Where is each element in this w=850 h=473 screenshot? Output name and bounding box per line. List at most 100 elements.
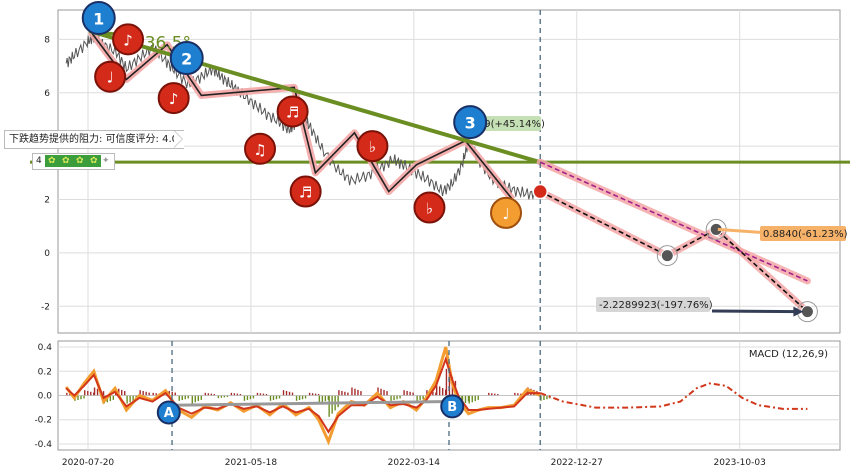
macd-y-tick: 0.2 (38, 367, 52, 377)
macd-histogram-bar (546, 395, 548, 400)
macd-histogram-bar (520, 393, 522, 396)
macd-histogram-bar (445, 368, 448, 396)
macd-histogram-bar (121, 389, 123, 396)
pattern-marker (112, 23, 145, 56)
macd-histogram-bar (448, 372, 451, 396)
pattern-marker (453, 105, 488, 140)
macd-y-tick: -0.2 (34, 416, 52, 426)
star-filled-icon: ✿ (72, 155, 87, 167)
pattern-marker-label: ♬ (286, 103, 299, 121)
macd-histogram-bar (403, 390, 405, 396)
macd-histogram-bar (178, 395, 180, 401)
macd-histogram-bar (171, 391, 173, 396)
projection-upper-line (539, 161, 808, 282)
macd-histogram-bar (272, 395, 275, 401)
pattern-marker (81, 1, 116, 36)
macd-histogram-bar (96, 388, 99, 396)
macd-histogram-bar (308, 392, 311, 396)
macd-histogram-bar (269, 395, 272, 401)
macd-histogram-bar (295, 395, 298, 401)
macd-histogram-bar (432, 391, 434, 396)
macd-histogram-bar (187, 395, 189, 399)
macd-histogram-bar (304, 395, 307, 399)
pattern-zigzag-line (89, 30, 514, 201)
confidence-score-value: 4 (36, 156, 42, 166)
pattern-marker (356, 130, 389, 163)
macd-histogram-bar (265, 394, 268, 396)
macd-histogram-bar (461, 395, 464, 405)
macd-histogram-bar (314, 393, 317, 396)
macd-histogram-bar (174, 392, 176, 396)
macd-histogram-bar (393, 395, 395, 401)
low-target-arrow-head (793, 306, 804, 317)
macd-y-tick: 0.0 (38, 392, 53, 402)
macd-y-tick: 0.4 (38, 343, 53, 353)
macd-histogram-bar (377, 387, 379, 396)
macd-histogram-bar (291, 392, 294, 396)
pattern-marker-label: 1 (93, 10, 104, 29)
pattern-marker-label: ♭ (426, 200, 433, 218)
macd-histogram-bar (390, 395, 392, 401)
macd-histogram-bar (464, 395, 467, 403)
macd-histogram-bar (471, 395, 473, 403)
star-filled-icon: ✿ (44, 155, 59, 167)
macd-histogram-bar (220, 395, 223, 398)
macd-histogram-bar (318, 395, 321, 404)
macd-histogram-bar (357, 389, 359, 396)
macd-histogram-bar (288, 391, 291, 396)
macd-histogram-bar (468, 395, 470, 404)
macd-panel: -0.4 -0.2 0.0 0.2 0.4 A B MACD (12,26,9) (34, 340, 841, 451)
macd-histogram-bar (213, 394, 216, 396)
macd-histogram-bar (527, 387, 529, 396)
macd-histogram-bar (311, 393, 314, 396)
macd-histogram-bar (259, 393, 262, 396)
macd-histogram-bar (217, 395, 220, 399)
macd-histogram-bar (181, 395, 183, 401)
macd-histogram-bar (406, 390, 408, 396)
projection-start-point (532, 183, 548, 200)
macd-histogram-bar (317, 394, 320, 396)
macd-histogram-bar (344, 391, 346, 396)
resistance-callout-text: 下跌趋势提供的阻力: 可信度评分: 4.0 (9, 134, 178, 145)
macd-y-tick: -0.4 (34, 440, 52, 450)
macd-histogram-bar (540, 395, 542, 401)
macd-histogram-bar (282, 390, 285, 396)
macd-histogram-bar (380, 388, 382, 396)
macd-histogram-bar (132, 395, 134, 402)
divergence-point-label: A (164, 406, 174, 421)
macd-histogram-bar (102, 391, 105, 396)
pattern-marker-label: ♬ (299, 184, 312, 202)
macd-histogram-bar (148, 392, 150, 396)
macd-histogram-bar (435, 384, 438, 396)
macd-histogram-bar (474, 395, 476, 402)
macd-histogram-bar (360, 391, 362, 396)
macd-histogram-bar (491, 393, 493, 396)
macd-histogram-bar (435, 392, 437, 396)
value-label: 3.309(+45.14%) (462, 119, 545, 130)
x-tick-label: 2021-05-18 (225, 458, 278, 468)
macd-histogram-bar (321, 395, 324, 403)
macd-histogram-bar (488, 392, 490, 396)
macd-histogram-bar (249, 395, 252, 400)
macd-histogram-bar (517, 393, 519, 396)
macd-histogram-bar (337, 395, 339, 408)
pattern-marker (157, 82, 190, 115)
macd-histogram-bar (497, 394, 499, 396)
confidence-stars: ✿ ✿ ✿ ✿ ✦ (44, 154, 111, 169)
macd-histogram-bar (226, 395, 229, 397)
macd-histogram-bar (514, 392, 516, 396)
price-y-tick: 0 (44, 249, 50, 259)
price-y-tick: 6 (44, 89, 50, 99)
pattern-marker (289, 175, 322, 208)
macd-histogram-bar (239, 394, 242, 396)
macd-histogram-bar (200, 395, 202, 400)
macd-histogram-bar (109, 395, 112, 402)
macd-histogram-bar (83, 395, 85, 399)
macd-histogram-bar (87, 390, 89, 396)
target-arrow-line (717, 227, 761, 234)
macd-histogram-bar (223, 395, 226, 398)
macd-histogram-bar (441, 388, 444, 396)
macd-histogram-bar (152, 392, 154, 396)
macd-histogram-bar (230, 392, 233, 396)
